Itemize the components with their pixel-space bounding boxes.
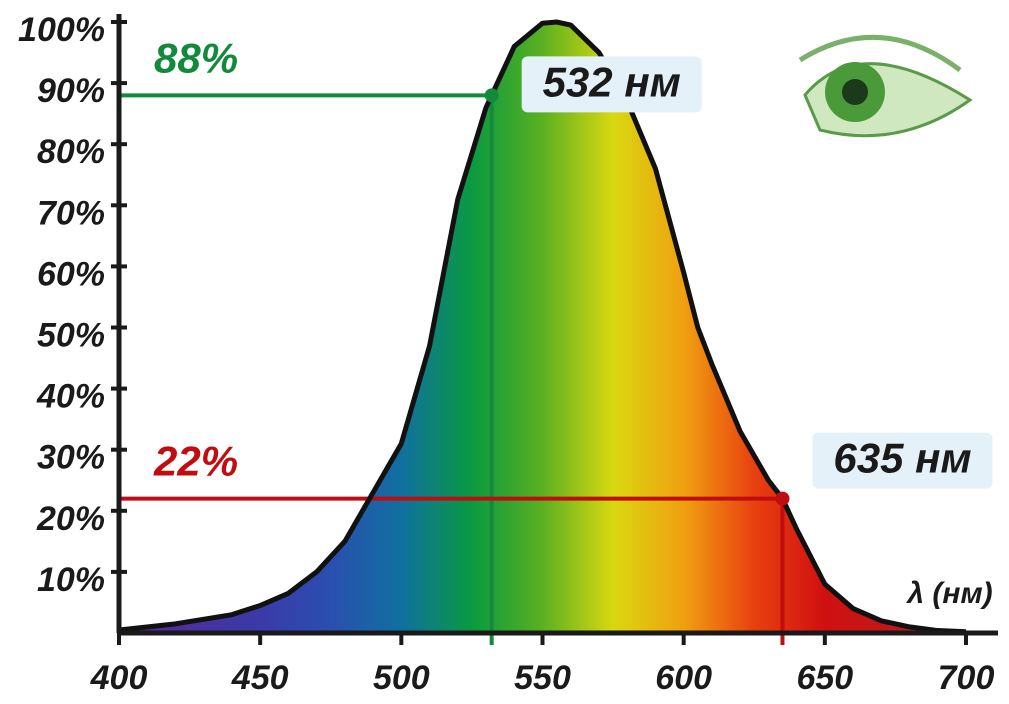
marker-label-box (521, 56, 702, 113)
x-tick-label: 600 (655, 659, 712, 697)
y-tick-label: 80% (37, 133, 105, 171)
y-tick-label: 20% (36, 500, 105, 538)
x-tick-label: 450 (231, 659, 289, 697)
y-tick-label: 100% (18, 11, 105, 49)
marker-dot (775, 491, 790, 506)
y-tick-label: 10% (37, 561, 105, 599)
marker-x-label: 532 нм (543, 58, 681, 105)
y-tick-label: 60% (37, 255, 105, 293)
y-tick-label: 70% (37, 194, 105, 232)
y-tick-label: 90% (37, 72, 105, 110)
y-tick-label: 30% (37, 439, 105, 477)
x-tick-label: 650 (796, 659, 853, 697)
y-tick-label: 50% (37, 316, 105, 354)
marker-label-box (812, 432, 993, 489)
marker-dot (484, 88, 499, 103)
x-axis-label: λ (нм) (905, 577, 992, 610)
marker-x-label: 635 нм (833, 435, 971, 482)
eye-icon (798, 34, 973, 138)
area (119, 22, 966, 633)
x-tick-label: 500 (373, 659, 430, 697)
x-tick-label: 550 (514, 659, 571, 697)
y-tick-label: 40% (36, 378, 105, 416)
x-tick-label: 700 (938, 659, 995, 697)
marker-y-label: 88% (154, 34, 238, 81)
curve (118, 19, 967, 635)
marker-y-label: 22% (153, 438, 238, 485)
x-tick-label: 400 (90, 659, 148, 697)
